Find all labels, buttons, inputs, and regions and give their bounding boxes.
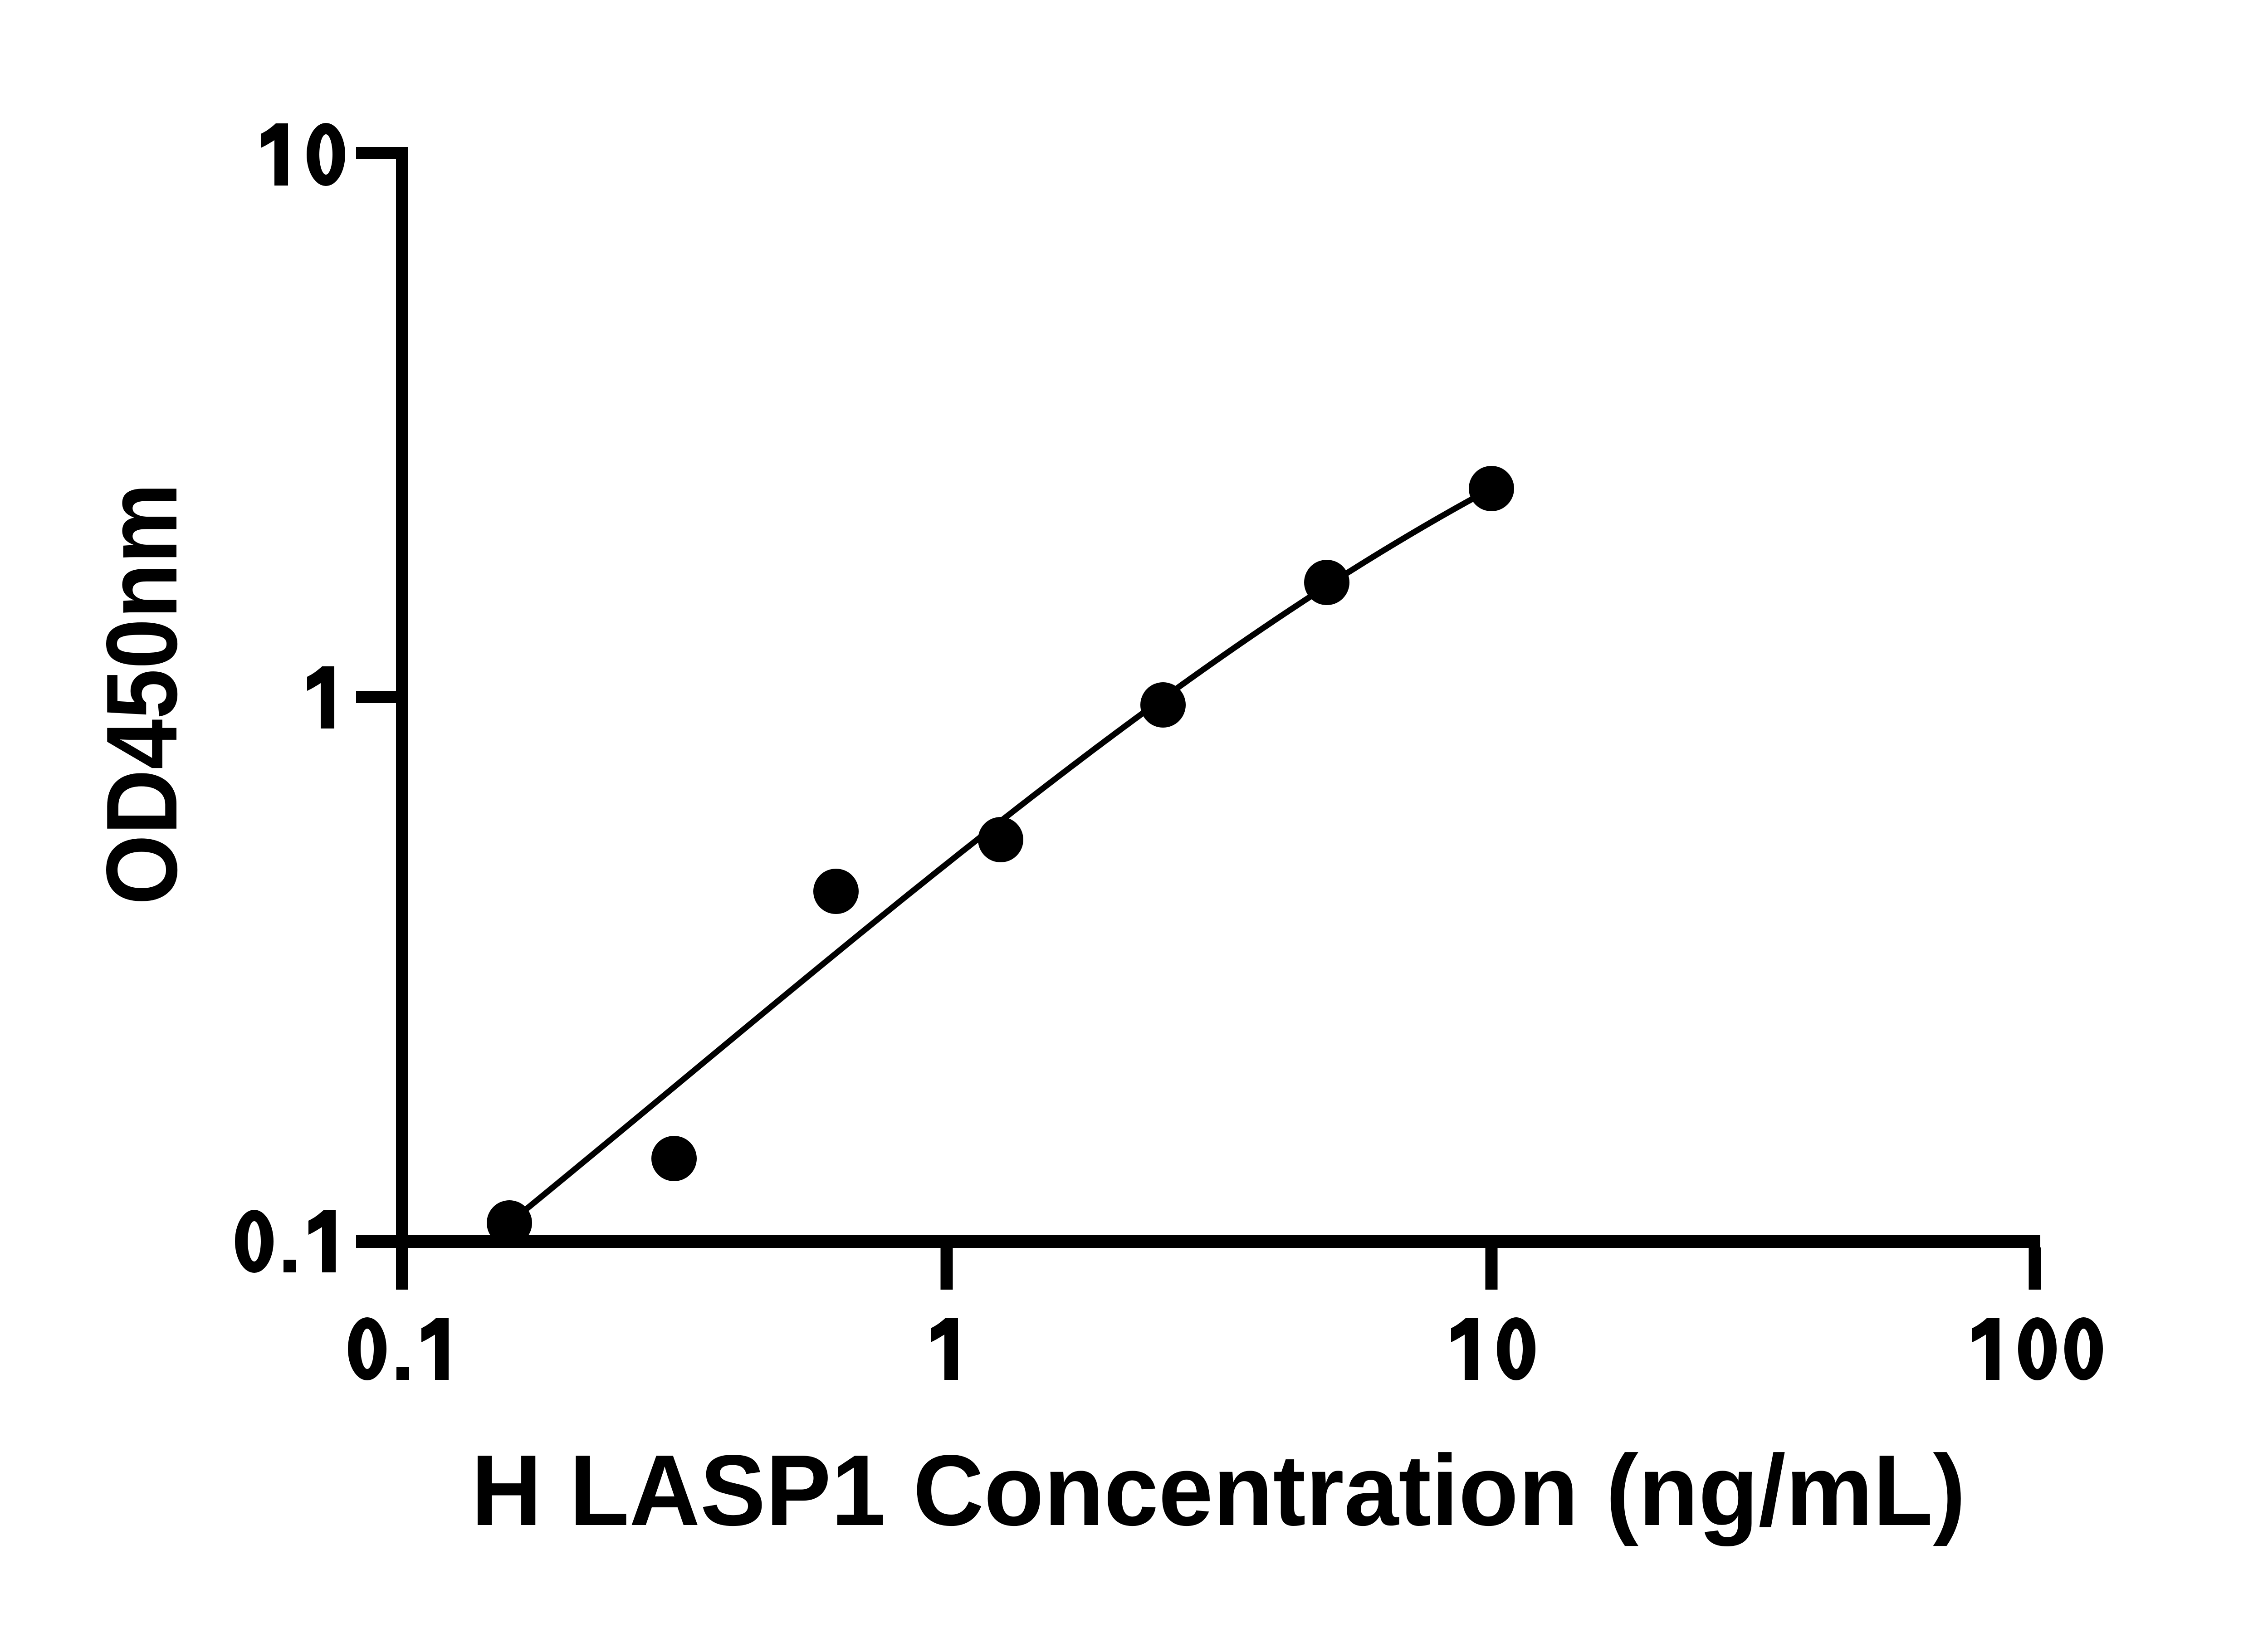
svg-text:H LASP1 Concentration (ng/mL): H LASP1 Concentration (ng/mL) [471, 1434, 1966, 1547]
svg-text:OD450nm: OD450nm [86, 483, 198, 905]
